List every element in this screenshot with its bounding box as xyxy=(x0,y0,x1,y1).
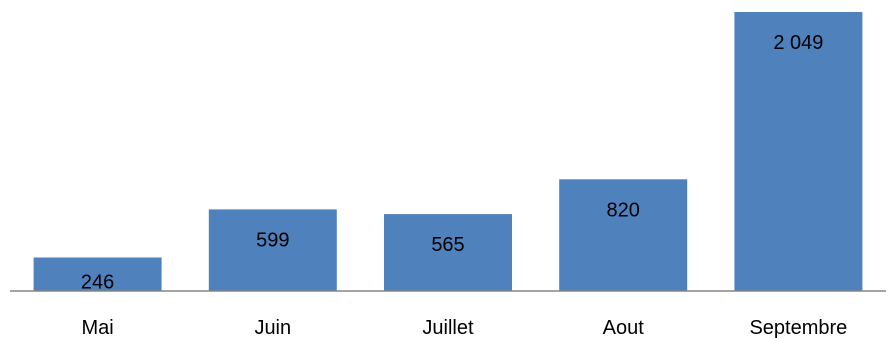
bar-juin xyxy=(208,209,337,291)
bar-aout xyxy=(559,179,688,291)
value-label-juin: 599 xyxy=(256,229,289,251)
value-label-juillet: 565 xyxy=(431,234,464,256)
x-tick-label-septembre: Septembre xyxy=(749,317,847,338)
x-tick-label-juin: Juin xyxy=(254,317,291,338)
value-label-aout: 820 xyxy=(607,199,640,221)
x-tick-labels-group: Mai Juin Juillet Aout Septembre xyxy=(81,317,847,338)
x-tick-label-aout: Aout xyxy=(603,317,645,338)
bar-juillet xyxy=(384,214,512,291)
x-tick-label-juillet: Juillet xyxy=(422,317,474,338)
value-label-septembre: 2 049 xyxy=(773,32,823,54)
value-label-mai: 246 xyxy=(81,271,114,293)
bars-group xyxy=(33,12,863,291)
bar-septembre xyxy=(734,12,863,291)
value-labels-group: 246 599 565 820 2 049 xyxy=(81,32,824,293)
x-tick-label-mai: Mai xyxy=(81,317,113,338)
bar-mai xyxy=(33,257,162,291)
